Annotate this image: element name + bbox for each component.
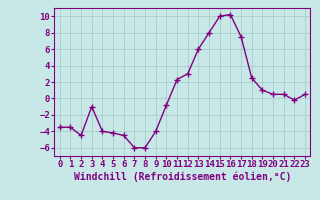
X-axis label: Windchill (Refroidissement éolien,°C): Windchill (Refroidissement éolien,°C): [74, 172, 291, 182]
